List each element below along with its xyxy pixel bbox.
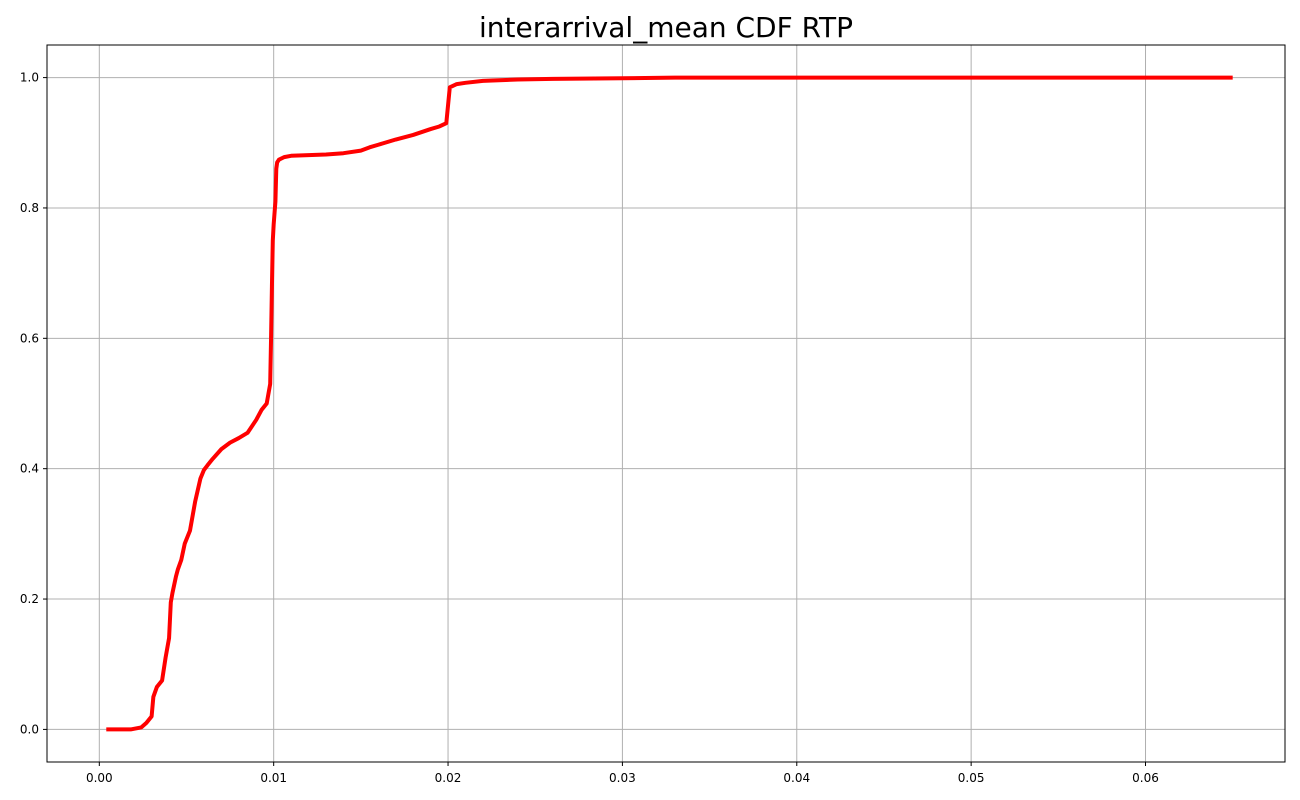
axes-ticks: 0.00 0.01 0.02 0.03 0.04 0.05 0.06 0.0 0.2 0.4 0.6… [20,71,1159,785]
chart-title: interarrival_mean CDF RTP [479,11,853,44]
plot-frame [46,44,1286,763]
x-tick-label: 0.04 [783,771,810,785]
y-tick-label: 1.0 [20,71,39,85]
grid-lines [47,45,1285,762]
y-tick-label: 0.4 [20,462,39,476]
y-tick-label: 0.8 [20,201,39,215]
x-tick-label: 0.02 [435,771,462,785]
x-tick-label: 0.00 [86,771,113,785]
series-layer [106,75,1233,732]
cdf-series-line [106,75,1233,732]
x-tick-label: 0.06 [1132,771,1159,785]
x-tick-label: 0.03 [609,771,636,785]
y-tick-label: 0.6 [20,331,39,345]
x-tick-label: 0.05 [958,771,985,785]
x-tick-label: 0.01 [260,771,287,785]
y-tick-label: 0.0 [20,722,39,736]
y-tick-label: 0.2 [20,592,39,606]
